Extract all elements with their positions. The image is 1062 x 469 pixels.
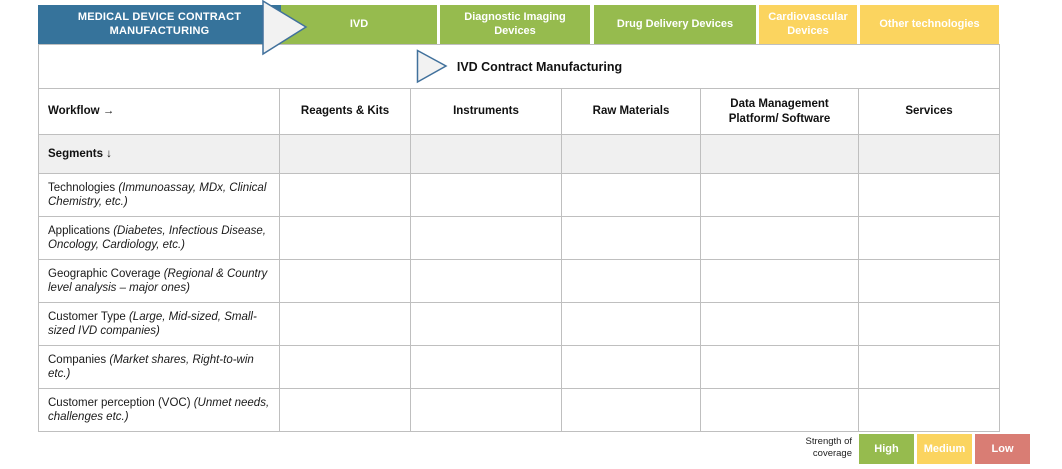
tab-label: Cardiovascular Devices — [768, 11, 848, 37]
matrix-cell — [411, 217, 561, 259]
row-label-text: Applications — [48, 224, 114, 237]
matrix-cell — [411, 174, 561, 216]
legend-medium-swatch: Medium — [917, 434, 972, 464]
subheader-row: IVD Contract Manufacturing — [39, 45, 999, 88]
legend-low-swatch: Low — [975, 434, 1030, 464]
row-label-text: Customer Type — [48, 310, 129, 323]
matrix-cell — [411, 389, 561, 431]
row-label-customer-perception: Customer perception (VOC) (Unmet needs, … — [39, 389, 279, 431]
row-label-detail: (Diabetes, Infectious Disease, Oncology,… — [48, 224, 266, 251]
top-tab-strip: MEDICAL DEVICE CONTRACT MANUFACTURING IV… — [38, 5, 999, 44]
tab-label: Diagnostic Imaging Devices — [464, 11, 566, 37]
matrix-cell — [562, 260, 700, 302]
matrix-cell — [411, 260, 561, 302]
segments-spacer-cell — [411, 135, 561, 173]
matrix-cell — [411, 346, 561, 388]
row-label-detail: (Large, Mid-sized, Small-sized IVD compa… — [48, 310, 257, 337]
tab-other-technologies[interactable]: Other technologies — [860, 5, 999, 44]
matrix-cell — [562, 303, 700, 345]
matrix-cell — [280, 174, 410, 216]
matrix-cell — [562, 346, 700, 388]
matrix-cell — [859, 174, 999, 216]
column-header-data-management: Data Management Platform/ Software — [701, 89, 858, 134]
legend-high-label: High — [874, 443, 899, 455]
coverage-matrix: IVD Contract Manufacturing Workflow → Re… — [38, 44, 1000, 432]
row-label-detail: (Unmet needs, challenges etc.) — [48, 396, 270, 423]
column-header-instruments: Instruments — [411, 89, 561, 134]
row-label-technologies: Technologies (Immunoassay, MDx, Clinical… — [39, 174, 279, 216]
matrix-cell — [859, 260, 999, 302]
matrix-cell — [280, 389, 410, 431]
matrix-cell — [859, 217, 999, 259]
tab-drug-delivery-devices[interactable]: Drug Delivery Devices — [594, 5, 756, 44]
column-header-services: Services — [859, 89, 999, 134]
matrix-cell — [701, 260, 858, 302]
row-label-geographic-coverage: Geographic Coverage (Regional & Country … — [39, 260, 279, 302]
legend: High Medium Low — [859, 434, 1030, 464]
column-header-raw-materials: Raw Materials — [562, 89, 700, 134]
legend-low-label: Low — [991, 443, 1014, 455]
matrix-cell — [562, 389, 700, 431]
row-label-text: Customer perception (VOC) — [48, 396, 194, 409]
tab-ivd[interactable]: IVD — [281, 5, 437, 44]
matrix-cell — [701, 346, 858, 388]
row-label-text: Geographic Coverage — [48, 267, 164, 280]
segments-header: Segments ↓ — [39, 135, 279, 173]
row-label-text: Technologies — [48, 181, 119, 194]
segments-spacer-cell — [859, 135, 999, 173]
row-label-detail: (Immunoassay, MDx, Clinical Chemistry, e… — [48, 181, 267, 208]
matrix-cell — [859, 389, 999, 431]
row-label-customer-type: Customer Type (Large, Mid-sized, Small-s… — [39, 303, 279, 345]
segments-spacer-cell — [562, 135, 700, 173]
tab-label: IVD — [349, 17, 369, 30]
matrix-cell — [701, 303, 858, 345]
workflow-corner-header: Workflow → — [39, 89, 279, 134]
matrix-cell — [411, 303, 561, 345]
segments-spacer-cell — [701, 135, 858, 173]
matrix-cell — [562, 217, 700, 259]
matrix-cell — [562, 174, 700, 216]
tab-label: Other technologies — [879, 17, 980, 30]
matrix-cell — [701, 174, 858, 216]
tab-cardiovascular-devices[interactable]: Cardiovascular Devices — [759, 5, 857, 44]
row-label-detail: (Regional & Country level analysis – maj… — [48, 267, 268, 294]
root-category-tab: MEDICAL DEVICE CONTRACT MANUFACTURING — [38, 5, 281, 44]
tab-diagnostic-imaging-devices[interactable]: Diagnostic Imaging Devices — [440, 5, 590, 44]
matrix-cell — [280, 260, 410, 302]
legend-medium-label: Medium — [923, 443, 966, 455]
matrix-cell — [280, 346, 410, 388]
matrix-cell — [701, 217, 858, 259]
chevron-right-small-icon — [416, 49, 448, 84]
row-label-text: Companies — [48, 353, 110, 366]
matrix-cell — [859, 303, 999, 345]
column-header-reagents-kits: Reagents & Kits — [280, 89, 410, 134]
root-category-label: MEDICAL DEVICE CONTRACT MANUFACTURING — [77, 10, 242, 37]
matrix-cell — [701, 389, 858, 431]
segments-spacer-cell — [280, 135, 410, 173]
chevron-right-icon — [262, 0, 308, 56]
row-label-detail: (Market shares, Right-to-win etc.) — [48, 353, 254, 380]
legend-title: Strength of coverage — [805, 436, 852, 460]
matrix-cell — [859, 346, 999, 388]
tab-label: Drug Delivery Devices — [616, 17, 734, 30]
legend-high-swatch: High — [859, 434, 914, 464]
matrix-cell — [280, 303, 410, 345]
row-label-companies: Companies (Market shares, Right-to-win e… — [39, 346, 279, 388]
matrix-cell — [280, 217, 410, 259]
row-label-applications: Applications (Diabetes, Infectious Disea… — [39, 217, 279, 259]
subheader-title: IVD Contract Manufacturing — [456, 59, 623, 74]
